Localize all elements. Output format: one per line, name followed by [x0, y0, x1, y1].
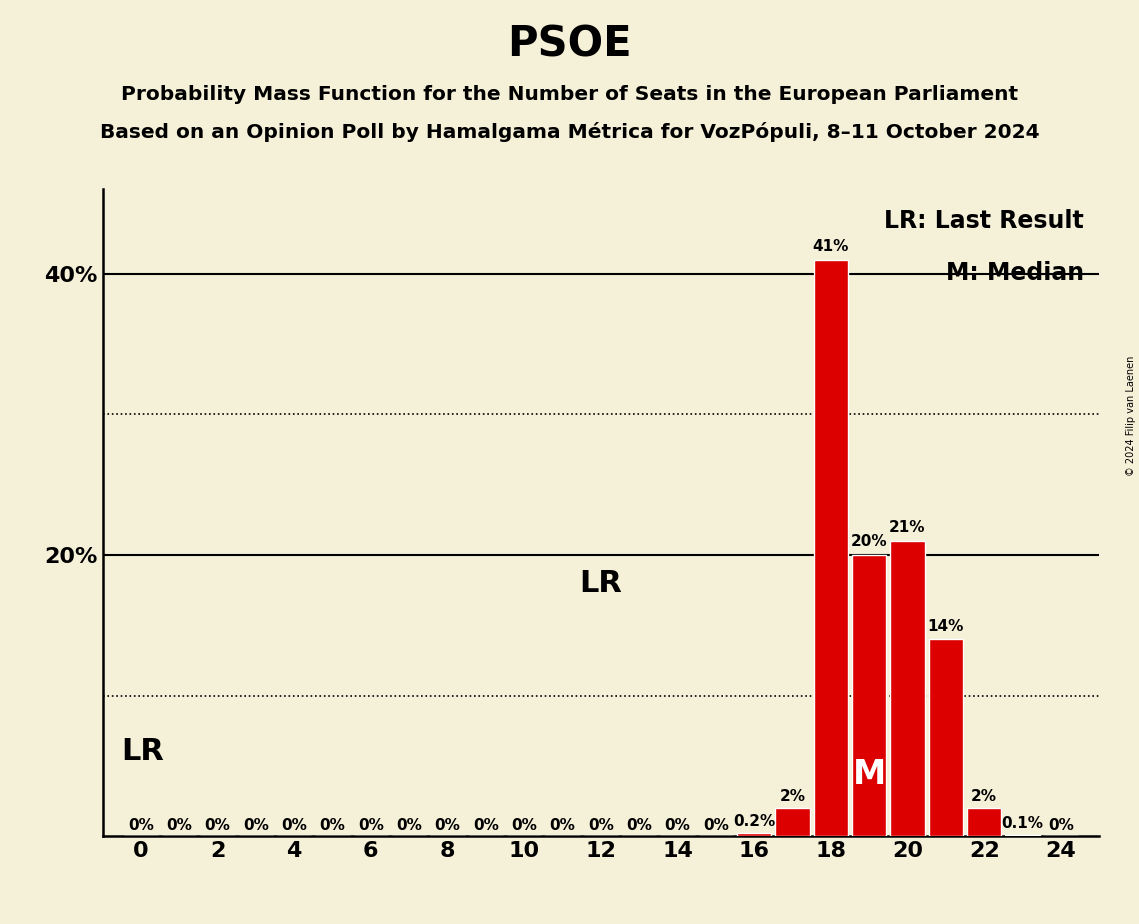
Text: 0%: 0%: [396, 819, 423, 833]
Text: 41%: 41%: [812, 239, 849, 254]
Text: 2%: 2%: [972, 789, 997, 804]
Text: 0%: 0%: [511, 819, 538, 833]
Text: 21%: 21%: [890, 520, 926, 535]
Text: LR: Last Result: LR: Last Result: [885, 209, 1084, 233]
Text: 0%: 0%: [588, 819, 614, 833]
Text: © 2024 Filip van Laenen: © 2024 Filip van Laenen: [1125, 356, 1136, 476]
Text: 0%: 0%: [664, 819, 690, 833]
Text: 0%: 0%: [281, 819, 308, 833]
Text: 0%: 0%: [205, 819, 230, 833]
Bar: [1006, 834, 1040, 836]
Bar: [737, 833, 771, 836]
Text: M: Median: M: Median: [947, 261, 1084, 285]
Bar: [891, 541, 925, 836]
Text: 0%: 0%: [626, 819, 653, 833]
Text: 0%: 0%: [358, 819, 384, 833]
Text: 0%: 0%: [128, 819, 154, 833]
Text: 0%: 0%: [166, 819, 192, 833]
Text: 2%: 2%: [779, 789, 805, 804]
Text: 0%: 0%: [703, 819, 729, 833]
Text: Based on an Opinion Poll by Hamalgama Métrica for VozPópuli, 8–11 October 2024: Based on an Opinion Poll by Hamalgama Mé…: [100, 122, 1039, 142]
Text: LR: LR: [122, 737, 164, 766]
Bar: [776, 808, 810, 836]
Text: 0.1%: 0.1%: [1001, 816, 1043, 831]
Text: M: M: [852, 758, 886, 791]
Bar: [928, 639, 964, 836]
Text: 0%: 0%: [1048, 819, 1074, 833]
Bar: [813, 260, 849, 836]
Text: 0.2%: 0.2%: [734, 814, 776, 829]
Bar: [852, 555, 886, 836]
Text: 20%: 20%: [851, 534, 887, 550]
Text: Probability Mass Function for the Number of Seats in the European Parliament: Probability Mass Function for the Number…: [121, 85, 1018, 104]
Text: PSOE: PSOE: [507, 23, 632, 65]
Text: LR: LR: [580, 568, 622, 598]
Text: 0%: 0%: [243, 819, 269, 833]
Text: 14%: 14%: [927, 619, 964, 634]
Text: 0%: 0%: [435, 819, 460, 833]
Text: 0%: 0%: [473, 819, 499, 833]
Bar: [967, 808, 1001, 836]
Text: 0%: 0%: [549, 819, 575, 833]
Text: 0%: 0%: [320, 819, 345, 833]
